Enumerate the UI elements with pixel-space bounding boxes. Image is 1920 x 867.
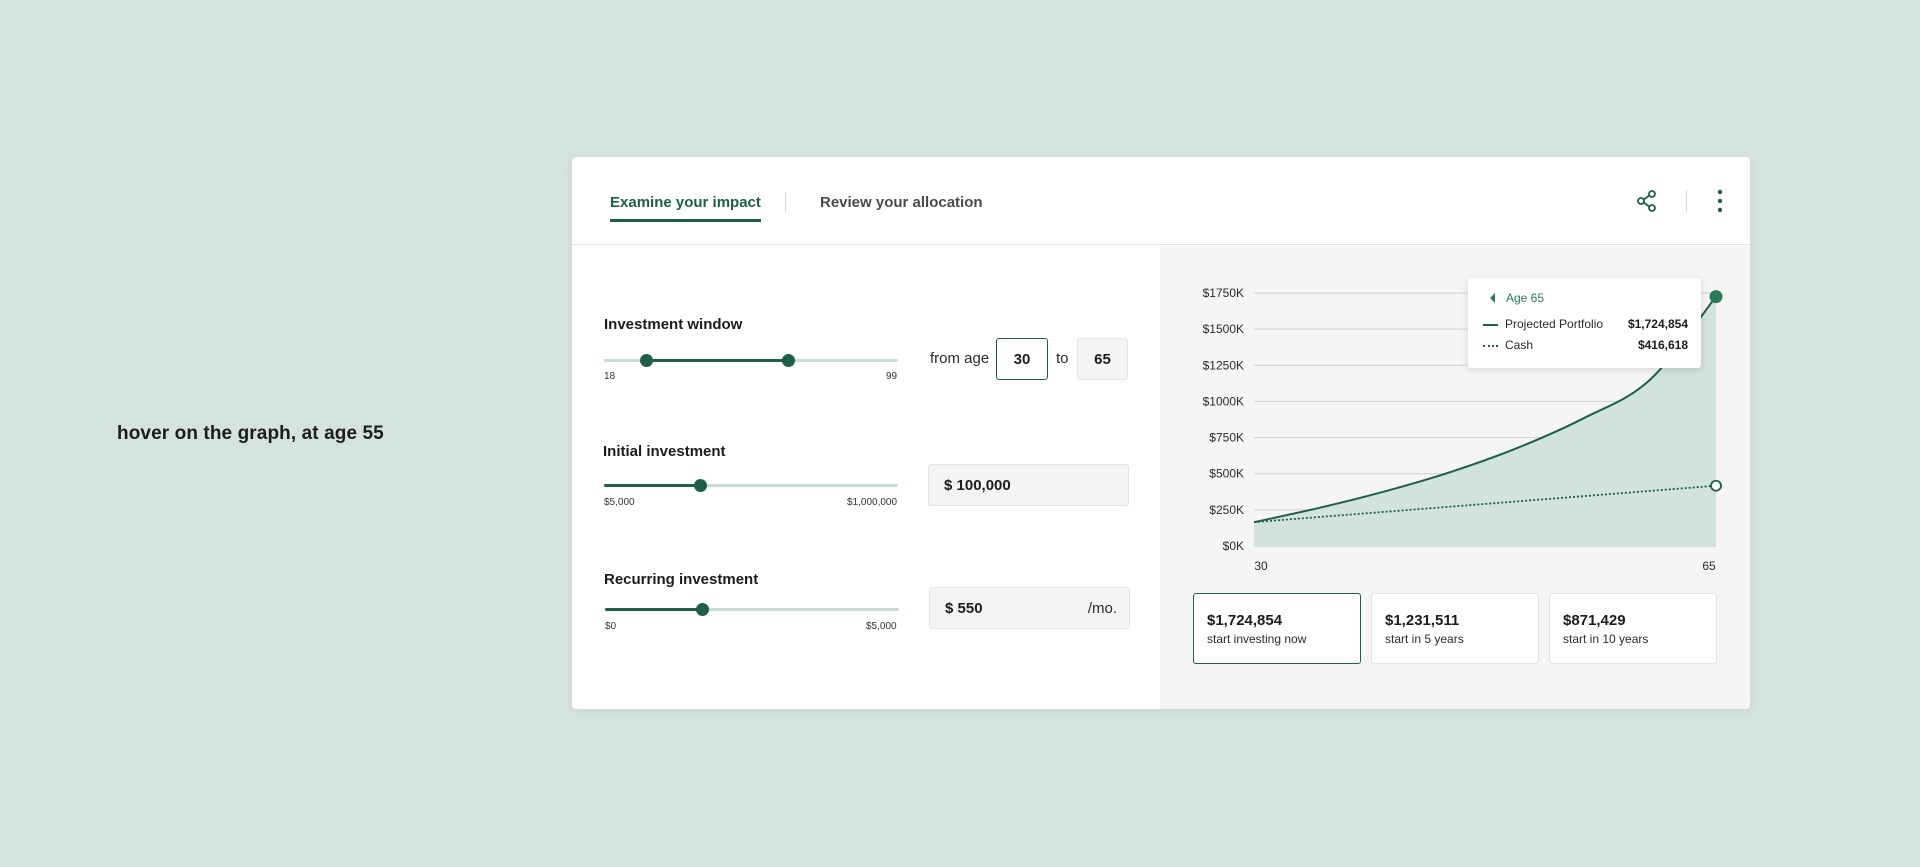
- summary-value: $871,429: [1563, 612, 1626, 629]
- initial-investment-label: Initial investment: [603, 443, 726, 460]
- start-age-handle[interactable]: [639, 354, 653, 367]
- chart-panel: $0K $250K $500K $750K $1000K $1250K $1500K $175…: [1160, 246, 1750, 709]
- slider-track: [605, 608, 899, 611]
- cash-line: [1253, 484, 1717, 524]
- solid-line-legend-icon: [1483, 324, 1498, 326]
- dotted-line-legend-icon: [1483, 345, 1498, 347]
- card-header: Examine your impact Review your allocati…: [572, 157, 1750, 245]
- to-age-field[interactable]: 65: [1077, 338, 1128, 380]
- y-tick-label: $1000K: [1203, 394, 1244, 408]
- summary-card-now[interactable]: $1,724,854 start investing now: [1193, 593, 1361, 664]
- summary-card-10-years[interactable]: $871,429 start in 10 years: [1549, 593, 1717, 664]
- summary-description: start in 10 years: [1563, 632, 1649, 646]
- tooltip-series-name: Projected Portfolio: [1505, 317, 1604, 331]
- portfolio-area: [1254, 296, 1716, 546]
- investment-window-label: Investment window: [604, 316, 743, 333]
- summary-description: start investing now: [1207, 632, 1307, 646]
- tab-review-allocation[interactable]: Review your allocation: [820, 194, 983, 211]
- initial-min-label: $5,000: [604, 497, 635, 508]
- initial-investment-value: $ 100,000: [944, 476, 1011, 494]
- summary-description: start in 5 years: [1385, 632, 1464, 646]
- tab-divider: [785, 192, 786, 212]
- recurring-investment-label: Recurring investment: [604, 571, 759, 588]
- summary-value: $1,231,511: [1385, 612, 1460, 629]
- recurring-min-label: $0: [605, 621, 617, 632]
- cash-end-point: [1710, 479, 1722, 492]
- initial-investment-field[interactable]: $ 100,000: [928, 464, 1129, 506]
- y-tick-label: $750K: [1209, 431, 1244, 445]
- more-vertical-icon[interactable]: [1710, 187, 1730, 215]
- per-month-suffix: /mo.: [1087, 599, 1117, 617]
- recurring-investment-handle[interactable]: [695, 603, 709, 616]
- tooltip-series-value: $416,618: [1637, 338, 1688, 352]
- slider-track: [604, 484, 898, 487]
- slider-fill: [604, 484, 700, 487]
- initial-investment-slider[interactable]: [604, 476, 898, 496]
- from-age-field[interactable]: 30: [996, 338, 1048, 380]
- share-icon[interactable]: [1633, 187, 1661, 215]
- tooltip-series-name: Cash: [1505, 338, 1534, 352]
- to-age-value: 65: [1094, 350, 1111, 368]
- tab-examine-impact[interactable]: Examine your impact: [610, 194, 761, 222]
- y-tick-label: $1250K: [1203, 358, 1244, 372]
- to-label: to: [1056, 350, 1069, 367]
- chart-tooltip: Age 65 Projected Portfolio $1,724,854 Ca…: [1468, 278, 1701, 368]
- tooltip-arrow-icon: [1490, 293, 1495, 303]
- portfolio-end-point: [1709, 290, 1723, 304]
- summary-card-5-years[interactable]: $1,231,511 start in 5 years: [1371, 593, 1539, 664]
- from-age-label: from age: [930, 350, 990, 367]
- x-tick-label: 30: [1254, 559, 1268, 573]
- portfolio-line: [1253, 295, 1717, 524]
- slider-fill: [646, 359, 788, 362]
- slider-fill: [605, 608, 702, 611]
- end-age-handle[interactable]: [781, 354, 795, 367]
- window-min-label: 18: [604, 371, 616, 382]
- x-tick-label: 65: [1702, 559, 1716, 573]
- y-tick-label: $1750K: [1203, 286, 1244, 300]
- tooltip-series-value: $1,724,854: [1627, 317, 1688, 331]
- recurring-investment-field[interactable]: $ 550 /mo.: [929, 587, 1130, 629]
- investment-window-slider[interactable]: [604, 351, 898, 371]
- y-tick-label: $1500K: [1203, 322, 1244, 336]
- recurring-investment-slider[interactable]: [605, 600, 899, 620]
- y-tick-label: $250K: [1209, 503, 1244, 517]
- y-tick-label: $0K: [1223, 539, 1244, 553]
- initial-investment-handle[interactable]: [693, 479, 707, 492]
- controls-panel: Investment window 18 99 from age 30 to 6…: [572, 246, 1160, 709]
- initial-max-label: $1,000,000: [847, 497, 898, 508]
- y-tick-label: $500K: [1209, 467, 1244, 481]
- recurring-max-label: $5,000: [866, 621, 897, 632]
- hover-caption: hover on the graph, at age 55: [117, 423, 384, 444]
- recurring-investment-value: $ 550: [945, 599, 983, 617]
- window-max-label: 99: [886, 371, 898, 382]
- summary-value: $1,724,854: [1207, 612, 1283, 629]
- header-divider: [1686, 190, 1687, 212]
- from-age-value: 30: [1013, 350, 1031, 368]
- tooltip-age: Age 65: [1506, 291, 1545, 305]
- investment-calculator-card: Examine your impact Review your allocati…: [572, 157, 1750, 709]
